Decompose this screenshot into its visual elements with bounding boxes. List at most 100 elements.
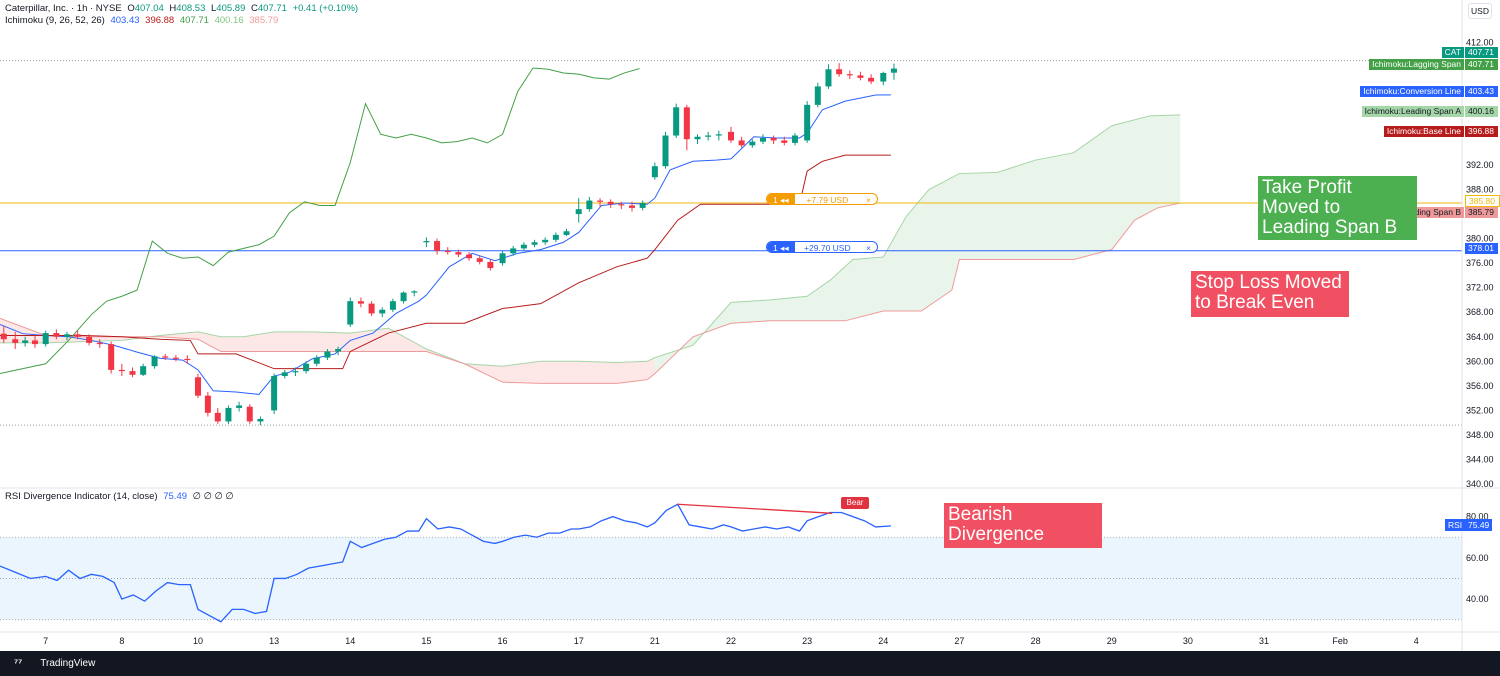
candle-body: [728, 131, 734, 141]
lagging-span-label-text: Ichimoku:Lagging Span: [1369, 59, 1464, 70]
ichimoku-value-base: 396.88: [145, 15, 175, 26]
rsi-header-zeros: ∅ ∅ ∅ ∅: [192, 491, 234, 502]
candle-body: [204, 395, 211, 413]
ichimoku-conversion-lineseries: [0, 94, 891, 395]
price-tick-label: 412.00: [1466, 37, 1494, 47]
price-tick-label: 360.00: [1466, 356, 1494, 366]
rsi-tick-label: 80.00: [1466, 512, 1489, 522]
leading-span-a-label-value: 400.16: [1465, 106, 1498, 117]
bearish-divergence-annotation[interactable]: Bearish Divergence: [944, 503, 1102, 548]
price-tick-label: 352.00: [1466, 405, 1494, 415]
leading-span-b-line: [0, 202, 1181, 384]
rsi-line: [0, 503, 891, 623]
candle-body: [313, 357, 320, 364]
price-tick-label: 364.00: [1466, 332, 1494, 342]
footer-bar: ⁷⁷ TradingView: [0, 651, 1500, 676]
candle-body: [607, 201, 614, 205]
take-profit-annotation[interactable]: Take Profit Moved to Leading Span B: [1258, 176, 1417, 240]
candle-body: [357, 301, 364, 304]
time-tick-label: 10: [193, 636, 203, 646]
candle-body: [552, 234, 559, 240]
candle-body: [868, 77, 875, 82]
time-tick-label: 13: [269, 636, 279, 646]
ichimoku-value-span-b: 385.79: [249, 15, 279, 26]
time-tick-label: 4: [1414, 636, 1419, 646]
candle-body: [12, 339, 19, 343]
candle-body: [64, 334, 71, 337]
candle-body: [781, 140, 788, 143]
candle-body: [74, 334, 81, 337]
tradingview-logo[interactable]: ⁷⁷ TradingView: [14, 658, 96, 669]
base-line-label-value: 396.88: [1465, 126, 1498, 137]
time-tick-label: 15: [421, 636, 431, 646]
ichimoku-header: Ichimoku (9, 26, 52, 26) 403.43 396.88 4…: [5, 15, 281, 26]
candle-body: [324, 351, 331, 358]
candle-body: [172, 357, 179, 359]
candle-body: [804, 104, 811, 141]
divergence-line: [677, 503, 833, 514]
price-tick-label: 388.00: [1466, 185, 1494, 195]
stop-loss-annotation[interactable]: Stop Loss Moved to Break Even: [1191, 271, 1349, 317]
candle-body: [791, 135, 798, 143]
price-tick-label: 368.00: [1466, 307, 1494, 317]
leading-span-a-label-text: Ichimoku:Leading Span A: [1361, 106, 1464, 117]
close-value: C407.71: [251, 3, 287, 14]
stop-loss-close-icon[interactable]: ×: [866, 243, 871, 253]
rsi-tick-label: 60.00: [1466, 553, 1489, 563]
candle-body: [379, 309, 386, 314]
candle-body: [335, 349, 342, 352]
rsi-pane: [0, 503, 1462, 623]
rsi-axis-label: RSI: [1445, 519, 1466, 531]
symbol-header: Caterpillar, Inc. · 1h · NYSE O407.04 H4…: [5, 3, 361, 14]
candle-body: [715, 134, 722, 136]
candle-body: [770, 137, 777, 141]
ichimoku-title: Ichimoku (9, 26, 52, 26): [5, 15, 105, 26]
rsi-header-value: 75.49: [163, 491, 188, 502]
stop-loss-pnl: +29.70 USD: [804, 243, 851, 253]
currency-button[interactable]: USD: [1468, 3, 1492, 19]
candle-body: [705, 135, 712, 137]
candle-body: [531, 242, 538, 245]
candle-body: [455, 252, 462, 255]
candle-body: [836, 69, 843, 75]
take-profit-close-icon[interactable]: ×: [866, 195, 871, 205]
candle-body: [476, 258, 483, 262]
candle-body: [246, 406, 253, 422]
stop-loss-order[interactable]: 1 ◂◂ +29.70 USD ×: [766, 241, 878, 253]
price-tick-label: 380.00: [1466, 234, 1494, 244]
candle-body: [389, 301, 396, 310]
time-tick-label: 27: [954, 636, 964, 646]
candle-body: [194, 377, 201, 396]
horizontal-lines: [0, 60, 1462, 426]
candle-body: [520, 244, 527, 249]
rsi-header: RSI Divergence Indicator (14, close) 75.…: [5, 491, 237, 502]
candle-body: [825, 69, 832, 87]
time-tick-label: 30: [1183, 636, 1193, 646]
candle-body: [738, 140, 745, 146]
take-profit-order[interactable]: 1 ◂◂ +7.79 USD ×: [766, 193, 878, 205]
candle-body: [673, 107, 680, 136]
candle-body: [749, 141, 756, 146]
time-tick-label: Feb: [1332, 636, 1348, 646]
candle-body: [118, 369, 125, 372]
candle-body: [444, 250, 451, 253]
candle-body: [281, 372, 288, 377]
ichimoku-value-lagging: 407.71: [179, 15, 209, 26]
candle-body: [22, 340, 29, 343]
symbol-title: Caterpillar, Inc. · 1h · NYSE: [5, 3, 122, 14]
lagging-span-label-value: 407.71: [1465, 59, 1498, 70]
candle-body: [890, 68, 897, 73]
time-tick-label: 14: [345, 636, 355, 646]
time-tick-label: 31: [1259, 636, 1269, 646]
leading-span-b-label-value: 385.79: [1465, 207, 1498, 218]
time-tick-label: 7: [43, 636, 48, 646]
cloud-bullish-fill: [654, 114, 1181, 374]
candle-body: [368, 303, 375, 314]
ichimoku-cloud: [0, 114, 1181, 384]
open-value: O407.04: [127, 3, 164, 14]
candle-body: [499, 253, 506, 264]
candle-body: [651, 166, 658, 178]
candlesticks[interactable]: [0, 63, 897, 426]
change-value: +0.41 (+0.10%): [292, 3, 359, 14]
